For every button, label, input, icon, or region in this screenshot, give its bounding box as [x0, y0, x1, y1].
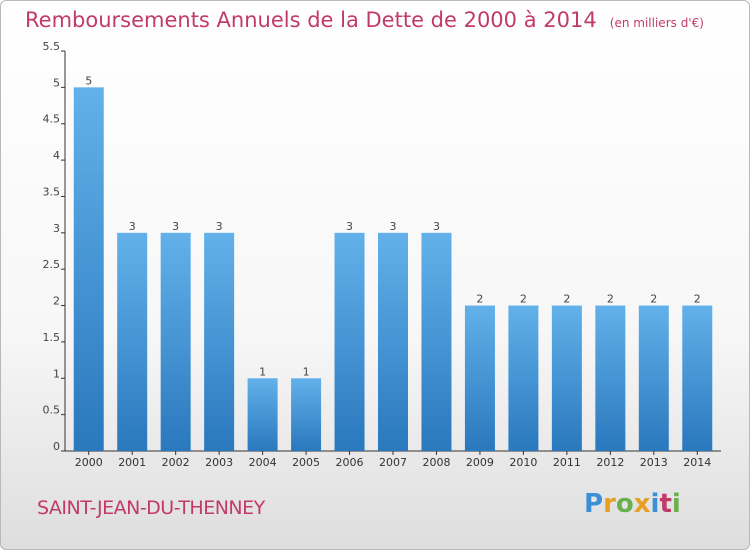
x-tick-label: 2006 — [336, 456, 364, 469]
data-label: 2 — [694, 293, 701, 306]
x-tick-label: 2000 — [75, 456, 103, 469]
y-tick-label: 5 — [53, 76, 60, 89]
y-tick-label: 3.5 — [43, 185, 61, 198]
y-tick-label: 0.5 — [43, 404, 61, 417]
data-label: 3 — [346, 220, 353, 233]
title-row: Remboursements Annuels de la Dette de 20… — [25, 8, 704, 32]
bar — [247, 378, 278, 451]
x-tick-label: 2003 — [205, 456, 233, 469]
x-tick-label: 2005 — [292, 456, 320, 469]
bar — [73, 87, 104, 451]
logo-letter: P — [584, 489, 604, 519]
bar — [334, 232, 365, 451]
x-tick-label: 2011 — [553, 456, 581, 469]
x-tick-label: 2012 — [596, 456, 624, 469]
x-tick-label: 2008 — [422, 456, 450, 469]
y-tick-label: 5.5 — [43, 40, 61, 53]
bar — [682, 305, 713, 451]
y-tick-label: 3 — [53, 222, 60, 235]
y-tick-label: 2 — [53, 295, 60, 308]
data-label: 3 — [172, 220, 179, 233]
logo-letter: i — [671, 489, 681, 519]
data-label: 2 — [607, 293, 614, 306]
data-label: 3 — [433, 220, 440, 233]
data-label: 3 — [129, 220, 136, 233]
data-label: 2 — [563, 293, 570, 306]
x-tick-label: 2004 — [249, 456, 277, 469]
logo-letter: t — [659, 489, 672, 519]
bar — [464, 305, 495, 451]
bar — [595, 305, 626, 451]
y-tick-label: 4.5 — [43, 113, 61, 126]
x-tick-label: 2001 — [118, 456, 146, 469]
logo-letter: i — [650, 489, 660, 519]
x-tick-label: 2010 — [509, 456, 537, 469]
y-tick-label: 0 — [53, 440, 60, 453]
bar — [204, 232, 235, 451]
y-tick-label: 4 — [53, 149, 60, 162]
data-label: 1 — [303, 365, 310, 378]
proxiti-logo: Proxiti — [584, 489, 681, 519]
data-label: 5 — [85, 74, 92, 87]
data-label: 3 — [216, 220, 223, 233]
city-name: SAINT-JEAN-DU-THENNEY — [37, 497, 265, 519]
data-label: 2 — [476, 293, 483, 306]
x-tick-label: 2013 — [640, 456, 668, 469]
bar — [508, 305, 539, 451]
bar — [638, 305, 669, 451]
x-tick-label: 2009 — [466, 456, 494, 469]
chart-title: Remboursements Annuels de la Dette de 20… — [25, 8, 597, 32]
logo-letter: o — [615, 489, 634, 519]
x-tick-label: 2014 — [683, 456, 711, 469]
bar — [421, 232, 452, 451]
x-tick-label: 2007 — [379, 456, 407, 469]
bar — [291, 378, 322, 451]
logo-letter: x — [633, 489, 651, 519]
y-tick-label: 2.5 — [43, 258, 61, 271]
logo-letter: r — [603, 489, 616, 519]
bar — [117, 232, 148, 451]
data-label: 3 — [390, 220, 397, 233]
bar — [551, 305, 582, 451]
y-tick-label: 1.5 — [43, 331, 61, 344]
y-tick-label: 1 — [53, 367, 60, 380]
data-label: 2 — [650, 293, 657, 306]
unit-label: (en milliers d'€) — [609, 16, 704, 30]
bar — [160, 232, 191, 451]
bar — [378, 232, 408, 451]
data-label: 2 — [520, 293, 527, 306]
data-label: 1 — [259, 365, 266, 378]
x-tick-label: 2002 — [162, 456, 190, 469]
